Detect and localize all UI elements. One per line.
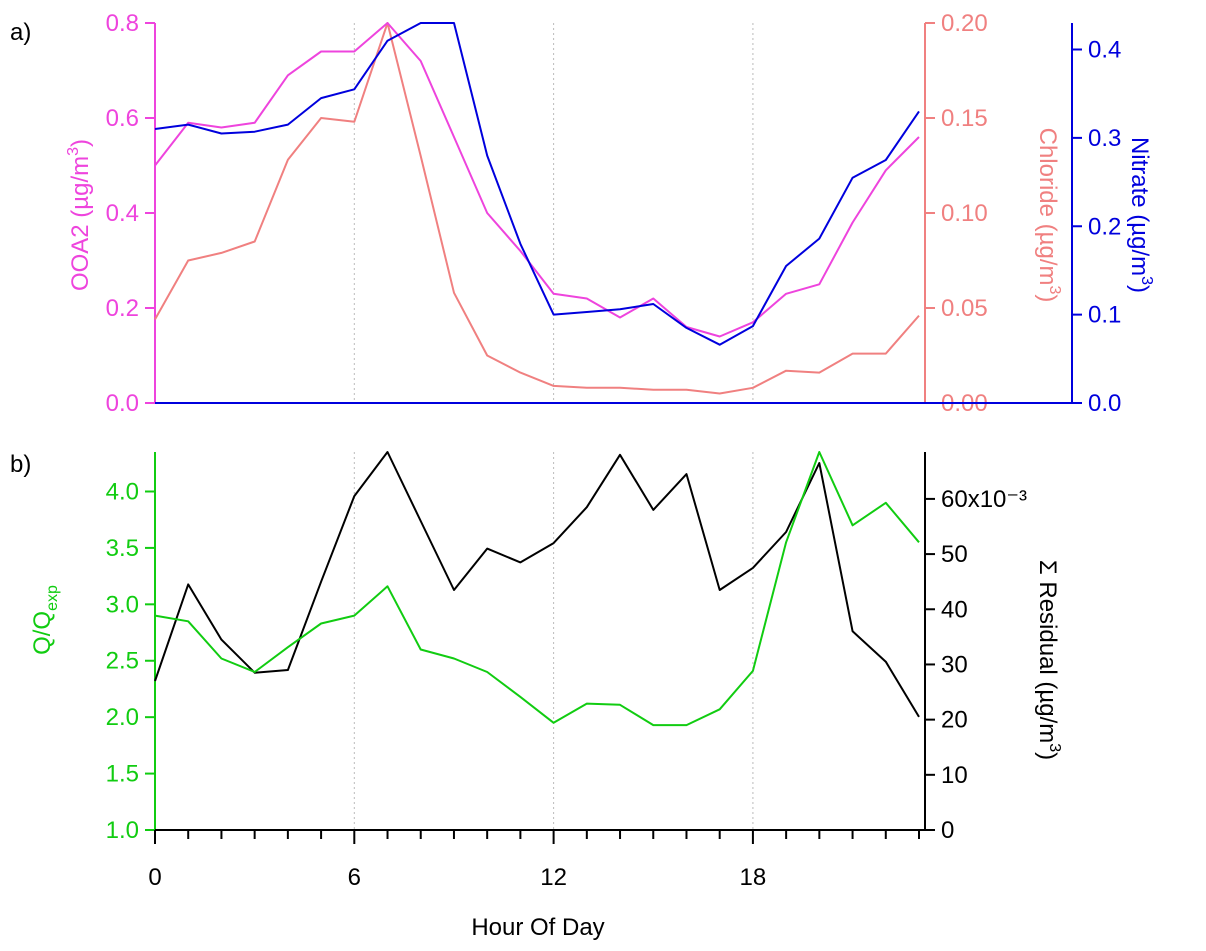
q-tick-label: 3.5 <box>106 535 139 562</box>
chloride-axis-title: Chloride (µg/m3) <box>1034 128 1063 303</box>
q-tick-label: 3.0 <box>106 591 139 618</box>
ooa2-tick-label: 0.2 <box>106 295 139 322</box>
chloride-tick-label: 0.15 <box>941 105 988 132</box>
x-tick-label: 18 <box>740 864 767 891</box>
series-group <box>154 22 920 727</box>
residual-axis-title: Σ Residual (µg/m3) <box>1034 560 1063 760</box>
chloride-line <box>154 22 920 395</box>
residual-tick-label: 50 <box>941 541 968 568</box>
q-tick-label: 2.0 <box>106 704 139 731</box>
residual-tick-label: 30 <box>941 651 968 678</box>
ooa2-tick-label: 0.6 <box>106 105 139 132</box>
grid-panel-a <box>353 23 754 403</box>
chloride-tick-label: 0.05 <box>941 295 988 322</box>
chloride-tick-label: 0.10 <box>941 200 988 227</box>
ooa2-axis-title: OOA2 (µg/m3) <box>65 139 94 291</box>
x-tick-label: 12 <box>540 864 567 891</box>
panel-label-a: a) <box>10 19 31 46</box>
q-tick-label: 4.0 <box>106 478 139 505</box>
q-tick-label: 1.0 <box>106 817 139 844</box>
grid-panel-b <box>353 452 754 830</box>
nitrate-tick-label: 0.4 <box>1088 37 1121 64</box>
nitrate-tick-label: 0.0 <box>1088 390 1121 417</box>
nitrate-tick-label: 0.3 <box>1088 125 1121 152</box>
q-axis-title: Q/Qexp <box>29 585 61 655</box>
ooa2-tick-label: 0.0 <box>106 390 139 417</box>
ooa2-line <box>154 22 920 338</box>
q-tick-label: 2.5 <box>106 648 139 675</box>
chloride-tick-label: 0.20 <box>941 10 988 37</box>
x-tick-label: 0 <box>148 864 161 891</box>
nitrate-tick-label: 0.2 <box>1088 213 1121 240</box>
residual-line <box>154 451 920 718</box>
residual-tick-label: 20 <box>941 707 968 734</box>
residual-tick-label: 10 <box>941 762 968 789</box>
ooa2-tick-label: 0.4 <box>106 200 139 227</box>
axes-group: 0.00.20.40.60.80.000.050.100.150.200.00.… <box>106 10 1122 891</box>
nitrate-tick-label: 0.1 <box>1088 302 1121 329</box>
ooa2-tick-label: 0.8 <box>106 10 139 37</box>
residual-tick-label: 0 <box>941 817 954 844</box>
q-line <box>154 451 920 727</box>
x-tick-label: 6 <box>348 864 361 891</box>
residual-tick-label: 60x10⁻³ <box>941 486 1027 513</box>
panel-label-b: b) <box>10 451 31 478</box>
q-tick-label: 1.5 <box>106 761 139 788</box>
residual-tick-label: 40 <box>941 596 968 623</box>
x-axis-title: Hour Of Day <box>471 914 604 941</box>
nitrate-axis-title: Nitrate (µg/m3) <box>1126 137 1155 293</box>
nitrate-line <box>154 22 920 346</box>
